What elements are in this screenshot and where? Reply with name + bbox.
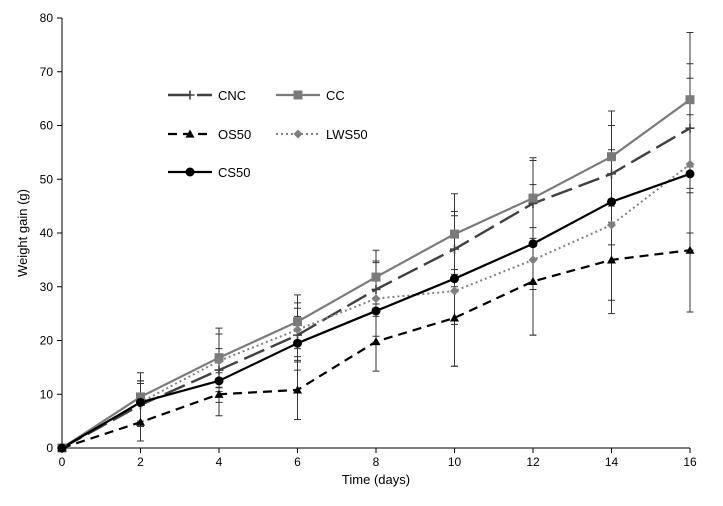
data-point-cnc xyxy=(607,169,616,179)
y-tick-label: 70 xyxy=(40,65,54,79)
data-point-lws50 xyxy=(528,255,538,265)
data-point-cc xyxy=(293,317,302,327)
data-point-cnc xyxy=(450,244,459,254)
legend-marker-cnc xyxy=(185,90,195,100)
legend-marker-cs50 xyxy=(185,167,195,177)
y-tick-label: 60 xyxy=(40,119,54,133)
data-point-cnc xyxy=(214,365,224,375)
x-tick-label: 12 xyxy=(526,455,540,469)
y-tick-label: 50 xyxy=(40,172,54,186)
legend-label-cs50: CS50 xyxy=(218,165,251,180)
data-point-cc xyxy=(371,272,381,282)
x-ticks: 0 2 4 6 8 10 12 14 16 xyxy=(59,448,697,469)
data-point-os50 xyxy=(607,255,616,264)
y-axis-title: Weight gain (g) xyxy=(15,189,30,277)
legend-item-cc: CC xyxy=(276,88,345,103)
data-point-os50 xyxy=(371,337,381,346)
data-point-cnc xyxy=(371,284,381,294)
x-tick-label: 2 xyxy=(137,455,144,469)
y-tick-label: 40 xyxy=(40,226,54,240)
data-point-cs50 xyxy=(528,239,538,249)
data-point-cs50 xyxy=(293,338,302,348)
data-point-cs50 xyxy=(136,397,145,407)
legend-marker-cc xyxy=(293,90,303,100)
legend-item-cs50: CS50 xyxy=(168,165,251,180)
data-point-lws50 xyxy=(214,356,224,366)
legend-label-cc: CC xyxy=(326,88,345,103)
legend-item-os50: OS50 xyxy=(168,127,251,142)
data-point-cc xyxy=(450,229,459,239)
x-tick-label: 8 xyxy=(373,455,380,469)
y-tick-label: 20 xyxy=(40,334,54,348)
y-tick-label: 0 xyxy=(46,441,53,455)
data-point-cnc xyxy=(685,123,695,133)
legend-marker-lws50 xyxy=(293,129,303,139)
data-point-os50 xyxy=(685,245,695,254)
y-ticks: 0 10 20 30 40 50 60 70 80 xyxy=(40,11,62,455)
data-point-os50 xyxy=(293,385,302,394)
x-tick-label: 0 xyxy=(59,455,66,469)
data-point-os50 xyxy=(214,389,224,398)
legend-label-os50: OS50 xyxy=(218,127,251,142)
data-point-os50 xyxy=(136,417,145,426)
data-point-cs50 xyxy=(450,274,459,284)
data-point-cc xyxy=(528,193,538,203)
legend-item-cnc: CNC xyxy=(168,88,246,103)
x-tick-label: 10 xyxy=(448,455,462,469)
y-tick-label: 30 xyxy=(40,280,54,294)
legend-item-lws50: LWS50 xyxy=(276,127,368,142)
data-point-cc xyxy=(685,95,695,105)
y-tick-label: 80 xyxy=(40,11,54,25)
data-point-os50 xyxy=(450,313,459,322)
legend: CNC CC OS50 LWS50 CS50 xyxy=(168,88,368,180)
data-point-cs50 xyxy=(685,169,695,179)
legend-label-lws50: LWS50 xyxy=(326,127,368,142)
data-point-lws50 xyxy=(293,325,302,335)
data-point-lws50 xyxy=(685,159,695,169)
legend-label-cnc: CNC xyxy=(218,88,246,103)
data-point-cc xyxy=(607,152,616,162)
x-axis-title: Time (days) xyxy=(342,472,410,487)
data-point-cs50 xyxy=(607,197,616,207)
legend-marker-os50 xyxy=(185,129,195,138)
x-tick-label: 4 xyxy=(216,455,223,469)
x-tick-label: 16 xyxy=(683,455,697,469)
series-line-lws50 xyxy=(61,163,691,449)
x-tick-label: 6 xyxy=(294,455,301,469)
data-point-cs50 xyxy=(371,306,381,316)
data-point-lws50 xyxy=(607,220,616,230)
x-tick-label: 14 xyxy=(605,455,619,469)
data-point-cs50 xyxy=(214,376,224,386)
data-point-lws50 xyxy=(371,294,381,304)
data-point-lws50 xyxy=(450,286,459,296)
data-point-cc xyxy=(136,392,145,402)
data-point-os50 xyxy=(528,276,538,285)
y-tick-label: 10 xyxy=(40,387,54,401)
